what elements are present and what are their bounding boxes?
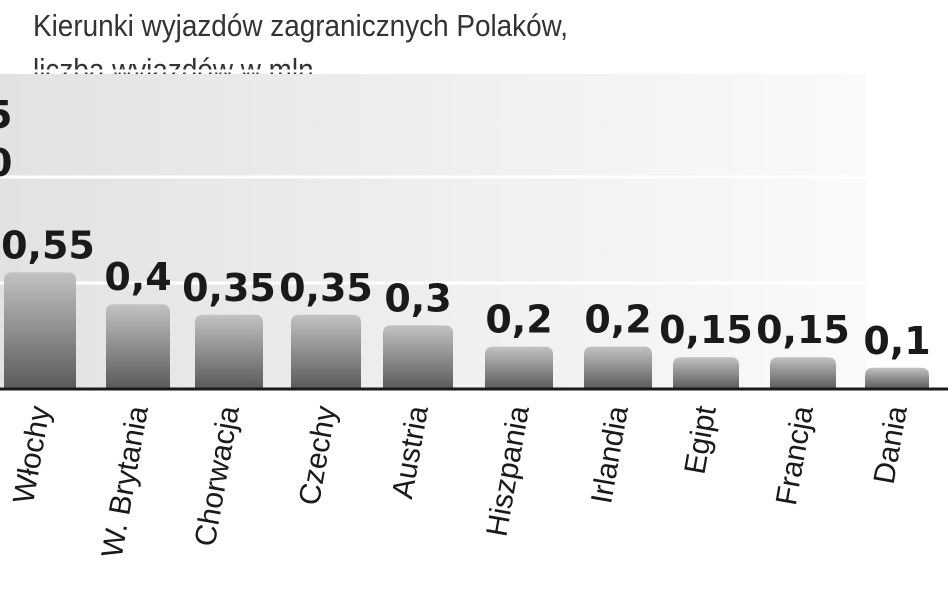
category-label-10: Dania xyxy=(868,403,914,486)
data-label-5: 0,3 xyxy=(384,276,451,320)
bar-7 xyxy=(584,346,652,389)
category-label-7: Irlandia xyxy=(585,403,635,506)
bar-9 xyxy=(770,357,836,389)
category-label-2: W. Brytania xyxy=(96,403,155,560)
bar-6 xyxy=(485,346,553,389)
category-label-6: Hiszpania xyxy=(481,403,536,539)
data-label-9: 0,15 xyxy=(756,308,850,352)
bar-1 xyxy=(4,272,76,389)
chart-title: Kierunki wyjazdów zagranicznych Polaków, xyxy=(33,8,569,43)
data-label-3: 0,35 xyxy=(182,266,276,310)
bar-4 xyxy=(291,314,361,389)
y-tick-label-cropped-upper: 5 xyxy=(0,93,12,137)
data-label-8: 0,15 xyxy=(659,308,753,352)
bar-8 xyxy=(673,357,739,389)
category-label-8: Egipt xyxy=(679,403,723,477)
bar-10 xyxy=(865,367,929,389)
data-label-6: 0,2 xyxy=(485,298,552,342)
data-label-2: 0,4 xyxy=(104,255,171,299)
category-label-3: Chorwacja xyxy=(189,403,246,549)
data-label-1: 0,55 xyxy=(1,223,95,267)
category-label-5: Austria xyxy=(386,403,435,501)
data-label-4: 0,35 xyxy=(279,266,373,310)
category-label-4: Czechy xyxy=(293,403,343,507)
bar-2 xyxy=(106,304,170,389)
data-label-7: 0,2 xyxy=(584,298,651,342)
bar-3 xyxy=(195,314,263,389)
bar-5 xyxy=(383,325,453,389)
y-tick-label-cropped-lower: 0 xyxy=(0,141,12,185)
data-label-10: 0,1 xyxy=(863,319,930,363)
category-label-1: Włochy xyxy=(7,403,57,506)
category-label-9: Francja xyxy=(770,403,820,508)
